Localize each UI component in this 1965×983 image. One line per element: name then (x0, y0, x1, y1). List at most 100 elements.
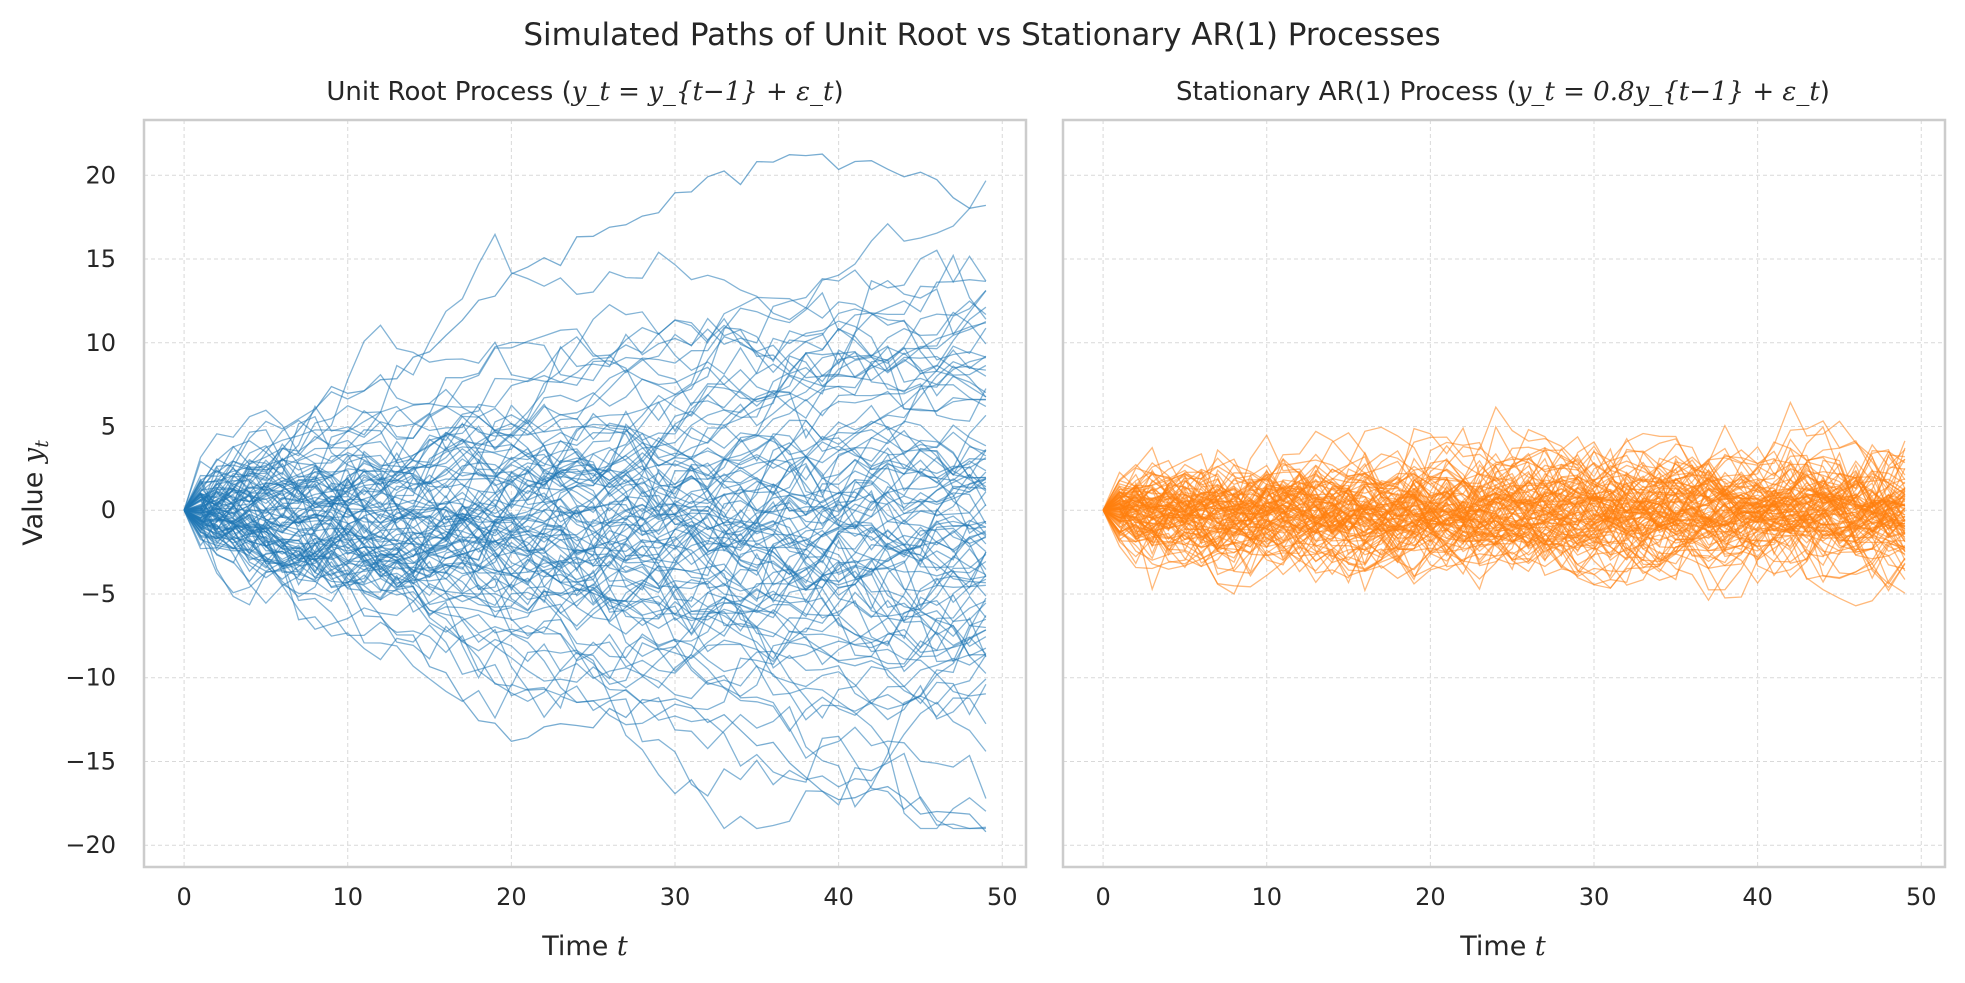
x-tick-label: 50 (987, 883, 1018, 911)
stationary-x-label: Time t (1459, 931, 1546, 962)
series-path (183, 320, 987, 589)
stationary-axes-frame (1061, 118, 1947, 869)
series-path (183, 509, 987, 720)
series-path (1102, 487, 1906, 577)
y-tick-label: −15 (65, 747, 116, 775)
series-path (183, 503, 987, 604)
x-tick-label: 40 (1742, 883, 1773, 911)
series-path (183, 384, 987, 521)
series-path (1102, 469, 1906, 585)
series-path (183, 350, 987, 511)
series-path (183, 412, 986, 547)
series-path (183, 249, 987, 511)
x-tick-label: 0 (1095, 883, 1110, 911)
unit-root-x-ticks: 0 10 20 30 40 50 (176, 883, 1017, 911)
y-tick-label: 0 (101, 496, 116, 524)
x-tick-label: 30 (1579, 883, 1610, 911)
series-path (183, 308, 987, 524)
unit-root-panel: Unit Root Process (y_t = y_{t−1} + ε_t) … (18, 77, 1028, 962)
series-path (183, 432, 987, 564)
series-path (183, 328, 987, 529)
unit-root-axes-frame (142, 118, 1028, 869)
x-tick-label: 50 (1906, 883, 1937, 911)
series-path (1102, 447, 1906, 567)
series-path (1102, 438, 1906, 564)
series-path (183, 289, 987, 531)
series-path (183, 422, 987, 525)
series-path (1102, 490, 1906, 570)
series-path (183, 509, 987, 636)
unit-root-title: Unit Root Process (y_t = y_{t−1} + ε_t) (326, 77, 843, 107)
stationary-panel: Stationary AR(1) Process (y_t = 0.8y_{t−… (1061, 77, 1947, 962)
series-path (1102, 405, 1906, 559)
unit-root-grid (144, 120, 1026, 867)
series-path (183, 420, 986, 589)
series-path (183, 351, 987, 561)
x-tick-label: 30 (660, 883, 691, 911)
y-tick-label: −5 (81, 580, 116, 608)
series-path (183, 479, 987, 619)
series-path (1102, 449, 1906, 567)
series-path (183, 502, 987, 721)
series-path (183, 492, 987, 703)
unit-root-y-label: Value yt (18, 440, 53, 546)
series-path (183, 460, 987, 612)
series-path (1102, 452, 1906, 552)
series-path (183, 503, 987, 658)
figure-suptitle: Simulated Paths of Unit Root vs Stationa… (523, 17, 1440, 53)
series-path (184, 412, 987, 524)
y-tick-label: 5 (101, 413, 116, 441)
x-tick-label: 20 (1415, 883, 1446, 911)
series-path (183, 499, 987, 697)
series-path (183, 269, 987, 511)
series-path (184, 491, 987, 658)
series-path (1102, 443, 1906, 552)
series-path (1102, 454, 1906, 569)
series-path (183, 232, 987, 511)
series-path (1102, 424, 1906, 563)
y-tick-label: 15 (85, 245, 116, 273)
x-tick-label: 20 (496, 883, 527, 911)
series-path (1102, 457, 1906, 541)
stationary-x-ticks: 0 10 20 30 40 50 (1095, 883, 1936, 911)
series-path (183, 351, 987, 519)
series-path (183, 421, 987, 546)
series-path (183, 441, 987, 573)
series-path (183, 454, 987, 665)
series-path (1102, 426, 1906, 557)
series-path (1102, 477, 1905, 584)
unit-root-paths (183, 153, 987, 833)
series-path (183, 388, 987, 535)
series-path (183, 473, 986, 598)
series-path (1103, 491, 1906, 599)
series-path (183, 469, 987, 649)
series-path (183, 509, 987, 721)
series-path (1102, 463, 1906, 565)
unit-root-x-label: Time t (541, 931, 628, 962)
series-path (183, 503, 987, 630)
series-path (183, 317, 987, 511)
y-tick-label: 10 (85, 329, 116, 357)
stationary-paths (1102, 400, 1906, 607)
series-path (183, 477, 987, 627)
series-path (183, 306, 987, 568)
series-path (183, 389, 986, 523)
x-tick-label: 0 (176, 883, 191, 911)
unit-root-y-ticks: −20 −15 −10 −5 0 5 10 15 20 (65, 161, 116, 859)
series-path (183, 477, 987, 808)
extreme-path (184, 153, 987, 513)
stationary-title: Stationary AR(1) Process (y_t = 0.8y_{t−… (1176, 77, 1830, 107)
y-tick-label: −10 (65, 664, 116, 692)
x-tick-label: 40 (823, 883, 854, 911)
series-path (183, 504, 987, 799)
x-tick-label: 10 (332, 883, 363, 911)
series-path (1102, 466, 1905, 581)
y-tick-label: 20 (85, 161, 116, 189)
series-path (1102, 482, 1906, 563)
x-tick-label: 10 (1251, 883, 1282, 911)
series-path (183, 487, 987, 797)
extreme-path (183, 503, 987, 833)
series-path (1102, 466, 1906, 569)
series-path (1102, 425, 1906, 570)
